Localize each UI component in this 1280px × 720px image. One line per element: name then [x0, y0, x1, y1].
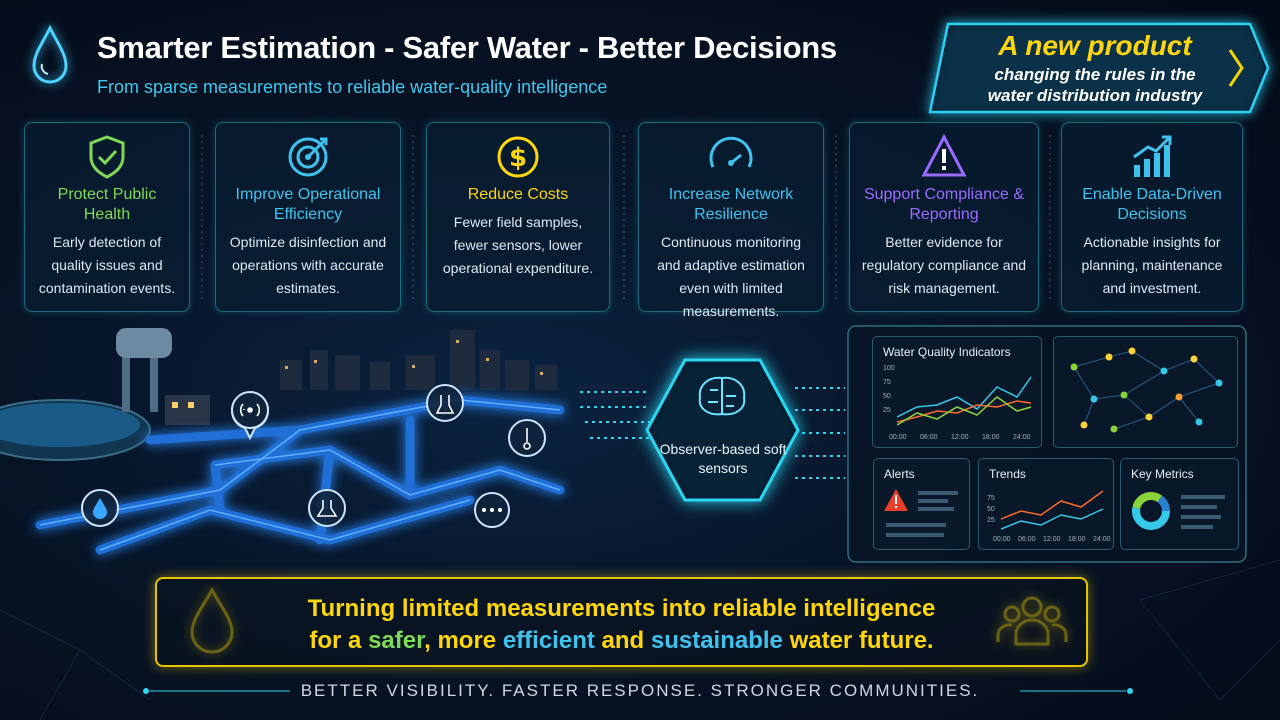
panel-title: Alerts [884, 467, 915, 481]
network-illustration [0, 328, 565, 555]
card-icon [89, 135, 125, 179]
banner-segment: , more [424, 627, 503, 654]
alerts-panel: Alerts [873, 458, 970, 550]
subtitle: From sparse measurements to reliable wat… [97, 77, 608, 97]
banner-line: for a safer, more efficient and sustaina… [157, 627, 1086, 655]
x-tick-label: 12:00 [1043, 536, 1061, 543]
card-text: Early detection of quality issues and co… [38, 234, 176, 296]
x-tick-label: 24:00 [1093, 536, 1111, 543]
y-tick-label: 25 [883, 407, 891, 414]
quality-lines [897, 376, 1032, 426]
sensor-network [1070, 347, 1223, 433]
card-icon: $ [497, 136, 539, 178]
observer-label: Observer-based soft sensors [659, 441, 787, 476]
card-text: Actionable insights for planning, mainte… [1081, 234, 1223, 296]
x-tick-label: 00:00 [993, 536, 1011, 543]
trend-lines [1001, 490, 1104, 530]
card-title: Reduce Costs [467, 186, 569, 203]
panel-title: Key Metrics [1131, 467, 1194, 481]
y-tick-label: 50 [883, 393, 891, 400]
badge: A new product changing the rules in the … [950, 30, 1240, 106]
card-text: Continuous monitoring and adaptive estim… [657, 234, 805, 319]
card-text: Better evidence for regulatory complianc… [861, 234, 1027, 296]
card-title: Enable Data-Driven Decisions [1082, 186, 1222, 223]
card-icon [1133, 135, 1172, 177]
x-tick-label: 12:00 [951, 434, 969, 441]
card-text: Fewer field samples, fewer sensors, lowe… [442, 214, 594, 276]
x-tick-label: 18:00 [1068, 536, 1086, 543]
y-tick-label: 100 [883, 365, 895, 372]
card-title: Support Compliance & Reporting [863, 186, 1025, 223]
banner-segment: for a [309, 627, 369, 654]
banner-segment: safer [368, 627, 425, 654]
metrics-donut [1132, 492, 1225, 530]
panel-title: Water Quality Indicators [883, 345, 1011, 359]
card-icon [709, 136, 753, 168]
svg-text:$: $ [509, 143, 527, 173]
banner: Turning limited measurements into reliab… [155, 577, 1088, 667]
trends-panel: Trends 75 50 25 00:00 06:00 12:00 18:00 24:00 [978, 458, 1114, 550]
banner-segment: sustainable [650, 627, 783, 654]
y-tick-label: 50 [987, 506, 995, 513]
y-tick-label: 75 [987, 495, 995, 502]
y-tick-label: 25 [987, 517, 995, 524]
banner-line: Turning limited measurements into reliab… [307, 595, 936, 622]
footer-tagline: BETTER VISIBILITY. FASTER RESPONSE. STRO… [300, 681, 980, 700]
card: Support Compliance & Reporting Better evi… [849, 122, 1039, 312]
card-title: Improve Operational Efficiency [235, 186, 381, 223]
metrics-panel: Key Metrics [1120, 458, 1239, 550]
card-title: Increase Network Resilience [668, 186, 794, 223]
alerts-icon [884, 489, 958, 537]
badge-line: water distribution industry [987, 86, 1203, 105]
badge-title: A new product [998, 30, 1192, 61]
banner-segment: water future. [782, 627, 934, 654]
banner-segment: efficient [502, 627, 595, 654]
x-tick-label: 00:00 [889, 434, 907, 441]
card: Improve Operational Efficiency Optimize d… [215, 122, 401, 312]
card-title: Protect Public Health [57, 186, 157, 223]
panel-title: Trends [989, 467, 1026, 481]
card: Increase Network Resilience Continuous mo… [638, 122, 824, 319]
banner-segment: and [594, 627, 651, 654]
x-tick-label: 06:00 [1018, 536, 1036, 543]
x-tick-label: 06:00 [920, 434, 938, 441]
title: Smarter Estimation - Safer Water - Bette… [97, 30, 837, 65]
card: Enable Data-Driven Decisions Actionable i… [1061, 122, 1243, 312]
y-tick-label: 75 [883, 379, 891, 386]
card-text: Optimize disinfection and operations wit… [229, 234, 387, 296]
x-tick-label: 24:00 [1013, 434, 1031, 441]
card: Protect Public Health Early detection of … [24, 122, 190, 312]
network-panel [1053, 336, 1238, 448]
badge-line: changing the rules in the [994, 65, 1196, 84]
card-icon [288, 137, 328, 177]
card-icon [921, 133, 967, 177]
quality-panel: Water Quality Indicators 100 75 50 25 00:00 0… [872, 336, 1042, 448]
card: $ Reduce Costs Fewer field samples, fewer … [426, 122, 610, 312]
x-tick-label: 18:00 [982, 434, 1000, 441]
